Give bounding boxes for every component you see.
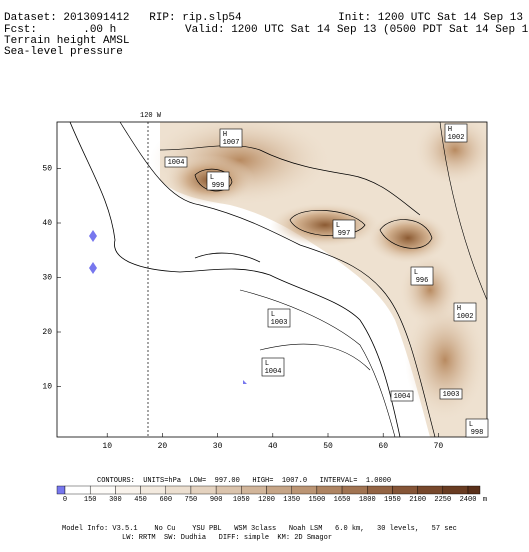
init: Init: 1200 UTC Sat 14 Sep 13 (338, 12, 523, 24)
colorbar-label: 900 (210, 496, 223, 504)
y-tick-label: 40 (42, 219, 52, 228)
model-info: Model Info: V3.5.1 No Cu YSU PBL WSM 3cl… (62, 525, 457, 533)
colorbar-cell (341, 485, 368, 495)
colorbar-cell (266, 485, 292, 495)
colorbar-cell (215, 485, 242, 495)
colorbar-cell (115, 485, 141, 495)
x-tick-label: 50 (323, 442, 333, 451)
pressure-box (465, 418, 489, 438)
y-tick-label: 30 (42, 274, 52, 283)
colorbar-label: 1500 (308, 496, 325, 504)
pressure-value: 1004 (265, 368, 282, 376)
pressure-letter: H (457, 305, 461, 313)
pressure-box (332, 219, 356, 239)
colorbar-cell (190, 485, 217, 495)
pressure-box (164, 156, 188, 168)
colorbar-label: 600 (159, 496, 172, 504)
field: Sea-level pressure (4, 46, 123, 58)
colorbar-cell (165, 485, 192, 495)
colorbar-label: 1800 (359, 496, 376, 504)
colorbar-cell (467, 485, 481, 495)
pressure-value: 1004 (394, 393, 411, 401)
colorbar-unit: m (483, 496, 487, 504)
pressure-letter: L (469, 421, 473, 429)
colorbar-label: 750 (185, 496, 198, 504)
colorbar-cell (442, 485, 469, 495)
x-tick-label: 10 (102, 442, 112, 451)
pressure-box (444, 123, 468, 143)
x-tick-label: 20 (158, 442, 168, 451)
colorbar-cell (367, 485, 393, 495)
pressure-value: 1007 (223, 139, 240, 147)
colorbar-label: 2250 (434, 496, 451, 504)
colorbar-label: 1350 (283, 496, 300, 504)
field: Terrain height AMSL (4, 35, 129, 47)
meridian-label: 120 W (140, 112, 162, 120)
colorbar-label: 300 (109, 496, 122, 504)
pressure-box (219, 128, 243, 148)
colorbar-cell (241, 485, 267, 495)
dataset: Dataset: 2013091412 RIP: rip.slp54 (4, 12, 242, 24)
pressure-value: 1003 (271, 319, 288, 327)
colorbar-label: 0 (63, 496, 67, 504)
pressure-value: 996 (416, 277, 429, 285)
colorbar-label: 1200 (258, 496, 275, 504)
pressure-value: 999 (212, 182, 225, 190)
pressure-letter: H (223, 131, 227, 139)
colorbar-label: 450 (134, 496, 147, 504)
pressure-box (206, 171, 230, 191)
pressure-value: 1003 (443, 391, 460, 399)
pressure-letter: L (265, 360, 269, 368)
pressure-value: 1002 (448, 134, 465, 142)
x-tick-label: 30 (213, 442, 223, 451)
pressure-value: 1004 (168, 159, 185, 167)
fcst: Fcst: .00 h (4, 24, 116, 36)
pressure-letter: L (210, 174, 214, 182)
y-tick-label: 10 (42, 383, 52, 392)
model-info: LW: RRTM SW: Dudhia DIFF: simple KM: 2D … (122, 534, 332, 542)
pressure-value: 998 (471, 429, 484, 437)
colorbar-label: 2400 (460, 496, 477, 504)
colorbar-label: 1050 (233, 496, 250, 504)
colorbar-cell (140, 485, 166, 495)
colorbar-label: 1650 (334, 496, 351, 504)
pressure-box (261, 357, 285, 377)
colorbar-cell (316, 485, 343, 495)
y-tick-label: 50 (42, 165, 52, 174)
pressure-box (410, 266, 434, 286)
pressure-box (390, 390, 414, 402)
colorbar-cell (89, 485, 116, 495)
pressure-letter: L (336, 222, 340, 230)
colorbar-sea (56, 485, 66, 495)
pressure-box (267, 308, 291, 328)
colorbar-cell (64, 485, 91, 495)
x-tick-label: 60 (378, 442, 388, 451)
colorbar-label: 1950 (384, 496, 401, 504)
pressure-value: 997 (338, 230, 351, 238)
valid: Valid: 1200 UTC Sat 14 Sep 13 (0500 PDT … (185, 24, 529, 36)
map-frame (56, 121, 488, 438)
colorbar-cell (291, 485, 318, 495)
colorbar-cell (417, 485, 444, 495)
colorbar-cell (392, 485, 418, 495)
y-tick-label: 20 (42, 328, 52, 337)
pressure-letter: L (271, 311, 275, 319)
contours-info: CONTOURS: UNITS=hPa LOW= 997.00 HIGH= 10… (97, 477, 391, 485)
map-area (57, 122, 487, 437)
pressure-box (453, 302, 477, 322)
colorbar-label: 150 (84, 496, 97, 504)
pressure-value: 1002 (457, 313, 474, 321)
pressure-box (439, 388, 463, 400)
colorbar-label: 2100 (409, 496, 426, 504)
x-tick-label: 40 (268, 442, 278, 451)
pressure-letter: H (448, 126, 452, 134)
x-tick-label: 70 (434, 442, 444, 451)
pressure-letter: L (414, 269, 418, 277)
